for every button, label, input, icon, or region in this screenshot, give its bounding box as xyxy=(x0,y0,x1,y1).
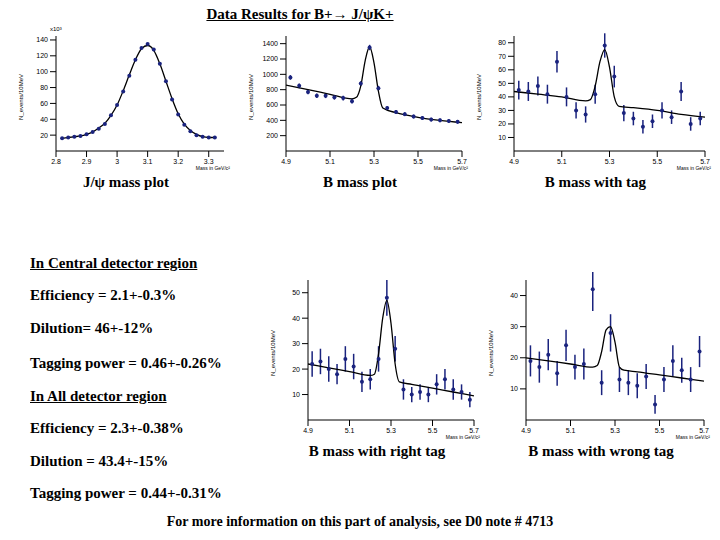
svg-text:800: 800 xyxy=(266,86,278,93)
svg-text:1200: 1200 xyxy=(262,55,278,62)
svg-text:4.9: 4.9 xyxy=(509,158,519,165)
svg-text:140: 140 xyxy=(36,36,48,43)
svg-text:50: 50 xyxy=(498,80,506,87)
html-text:N_events/10MeV: N_events/10MeV xyxy=(488,330,494,376)
svg-text:60: 60 xyxy=(40,100,48,107)
svg-text:40: 40 xyxy=(510,292,518,299)
svg-text:80: 80 xyxy=(40,84,48,91)
svg-text:100: 100 xyxy=(36,68,48,75)
svg-text:4.9: 4.9 xyxy=(521,427,531,434)
html-text:Mass in GeV/c²: Mass in GeV/c² xyxy=(445,434,480,440)
svg-text:2.9: 2.9 xyxy=(82,158,92,165)
svg-text:5.3: 5.3 xyxy=(386,427,396,434)
svg-text:80: 80 xyxy=(498,39,506,46)
svg-text:4.9: 4.9 xyxy=(281,158,291,165)
svg-text:5.1: 5.1 xyxy=(345,427,355,434)
svg-text:4.9: 4.9 xyxy=(303,427,313,434)
html-text:Mass in GeV/c²: Mass in GeV/c² xyxy=(676,165,711,171)
html-text:N_events/10MeV: N_events/10MeV xyxy=(248,73,254,120)
svg-text:5.1: 5.1 xyxy=(557,158,567,165)
svg-text:40: 40 xyxy=(40,116,48,123)
svg-text:20: 20 xyxy=(40,132,48,139)
svg-text:70: 70 xyxy=(498,53,506,60)
html-text:Data Results for B+→ J/ψK+: Data Results for B+→ J/ψK+ xyxy=(206,6,394,22)
svg-text:3.1: 3.1 xyxy=(143,158,153,165)
svg-text:5.3: 5.3 xyxy=(605,158,615,165)
svg-text:20: 20 xyxy=(510,354,518,361)
html-text:Dilution = 43.4+-15%: Dilution = 43.4+-15% xyxy=(30,453,169,469)
svg-text:10: 10 xyxy=(498,134,506,141)
svg-text:5.1: 5.1 xyxy=(325,158,335,165)
html-text:N_events/10MeV: N_events/10MeV xyxy=(270,330,276,376)
html-text:For more information on this p: For more information on this part of ana… xyxy=(166,514,554,529)
svg-text:5.7: 5.7 xyxy=(700,158,710,165)
html-text:Tagging power = 0.46+-0.26%: Tagging power = 0.46+-0.26% xyxy=(30,355,222,371)
html-text:Efficiency = 2.3+-0.38%: Efficiency = 2.3+-0.38% xyxy=(30,420,184,436)
svg-text:20: 20 xyxy=(292,366,300,373)
svg-text:5.5: 5.5 xyxy=(428,427,438,434)
svg-text:60: 60 xyxy=(498,66,506,73)
html-text:In Central detector region: In Central detector region xyxy=(30,255,198,271)
svg-text:1000: 1000 xyxy=(262,71,278,78)
svg-text:50: 50 xyxy=(292,289,300,296)
html-text:B mass with tag: B mass with tag xyxy=(544,174,647,190)
svg-text:3: 3 xyxy=(115,158,119,165)
html-text:N_events/10MeV: N_events/10MeV xyxy=(18,73,24,120)
svg-text:120: 120 xyxy=(36,52,48,59)
html-text:Tagging power = 0.44+-0.31%: Tagging power = 0.44+-0.31% xyxy=(30,485,222,501)
svg-text:40: 40 xyxy=(498,93,506,100)
html-text:In All detector region: In All detector region xyxy=(30,388,167,404)
svg-text:5.5: 5.5 xyxy=(655,427,665,434)
html-text:x10³: x10³ xyxy=(50,26,62,32)
html-text:Efficiency = 2.1+-0.3%: Efficiency = 2.1+-0.3% xyxy=(30,287,177,303)
svg-text:2.8: 2.8 xyxy=(51,158,61,165)
svg-text:20: 20 xyxy=(498,120,506,127)
svg-text:400: 400 xyxy=(266,117,278,124)
html-text:Mass in GeV/c²: Mass in GeV/c² xyxy=(433,165,468,171)
svg-text:10: 10 xyxy=(292,391,300,398)
html-text:Mass in GeV/c²: Mass in GeV/c² xyxy=(195,165,230,171)
svg-text:5.7: 5.7 xyxy=(469,427,479,434)
html-text:B mass plot: B mass plot xyxy=(322,174,398,190)
html-text:B mass with wrong tag: B mass with wrong tag xyxy=(528,443,674,459)
svg-text:600: 600 xyxy=(266,101,278,108)
svg-text:5.5: 5.5 xyxy=(413,158,423,165)
svg-text:30: 30 xyxy=(498,107,506,114)
html-text:Mass in GeV/c²: Mass in GeV/c² xyxy=(675,434,710,440)
svg-text:5.3: 5.3 xyxy=(610,427,620,434)
svg-text:10: 10 xyxy=(510,385,518,392)
svg-text:200: 200 xyxy=(266,132,278,139)
html-text:J/ψ mass plot: J/ψ mass plot xyxy=(82,174,170,190)
html-text:Dilution= 46+-12%: Dilution= 46+-12% xyxy=(30,320,154,336)
svg-text:30: 30 xyxy=(292,340,300,347)
svg-text:5.5: 5.5 xyxy=(652,158,662,165)
svg-text:5.7: 5.7 xyxy=(457,158,467,165)
svg-text:5.7: 5.7 xyxy=(699,427,709,434)
svg-text:3.2: 3.2 xyxy=(173,158,183,165)
svg-text:3.3: 3.3 xyxy=(204,158,214,165)
svg-text:5.1: 5.1 xyxy=(566,427,576,434)
svg-text:30: 30 xyxy=(510,323,518,330)
svg-text:40: 40 xyxy=(292,315,300,322)
html-text:N_events/10MeV: N_events/10MeV xyxy=(476,73,482,120)
svg-text:1400: 1400 xyxy=(262,40,278,47)
svg-text:5.3: 5.3 xyxy=(369,158,379,165)
html-text:B mass with right tag: B mass with right tag xyxy=(308,443,446,459)
